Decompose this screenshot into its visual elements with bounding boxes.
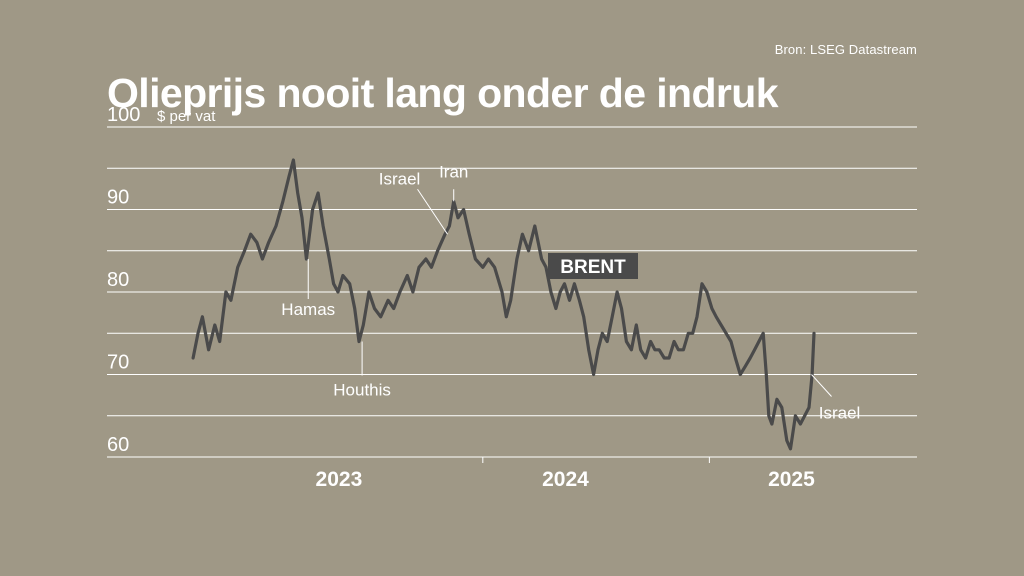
annotation-label: Hamas: [281, 300, 335, 319]
series-label-brent: BRENT: [560, 257, 626, 278]
annotations-layer: BRENT Hamas Houthis Israel Iran Israel: [281, 162, 860, 422]
x-tick-label: 2024: [542, 468, 589, 491]
series-label-box: [548, 253, 638, 279]
x-tick-label: 2025: [768, 468, 815, 491]
x-axis: 2023 2024 2025: [316, 457, 815, 491]
series-layer: [191, 158, 816, 451]
annotation-leader: [417, 188, 448, 235]
chart-title: Olieprijs nooit lang onder de indruk: [107, 70, 779, 116]
annotation-label: Iran: [439, 162, 468, 181]
y-axis-unit: $ per vat: [157, 108, 216, 125]
y-axis: 60 70 80 90 100 $ per vat: [107, 104, 216, 456]
annotation-leader: [811, 374, 832, 397]
source-note: Bron: LSEG Datastream: [774, 42, 917, 57]
series-line-brent: [191, 158, 816, 451]
grid-lines: [107, 126, 917, 458]
y-tick-label: 60: [107, 434, 129, 456]
x-tick-label: 2023: [316, 468, 363, 491]
y-tick-label: 100: [107, 104, 140, 126]
annotation-label: Houthis: [333, 381, 391, 400]
y-tick-label: 90: [107, 187, 129, 209]
y-tick-label: 80: [107, 269, 129, 291]
annotation-label: Israel: [819, 404, 861, 423]
y-tick-label: 70: [107, 352, 129, 374]
annotation-label: Israel: [379, 169, 421, 188]
